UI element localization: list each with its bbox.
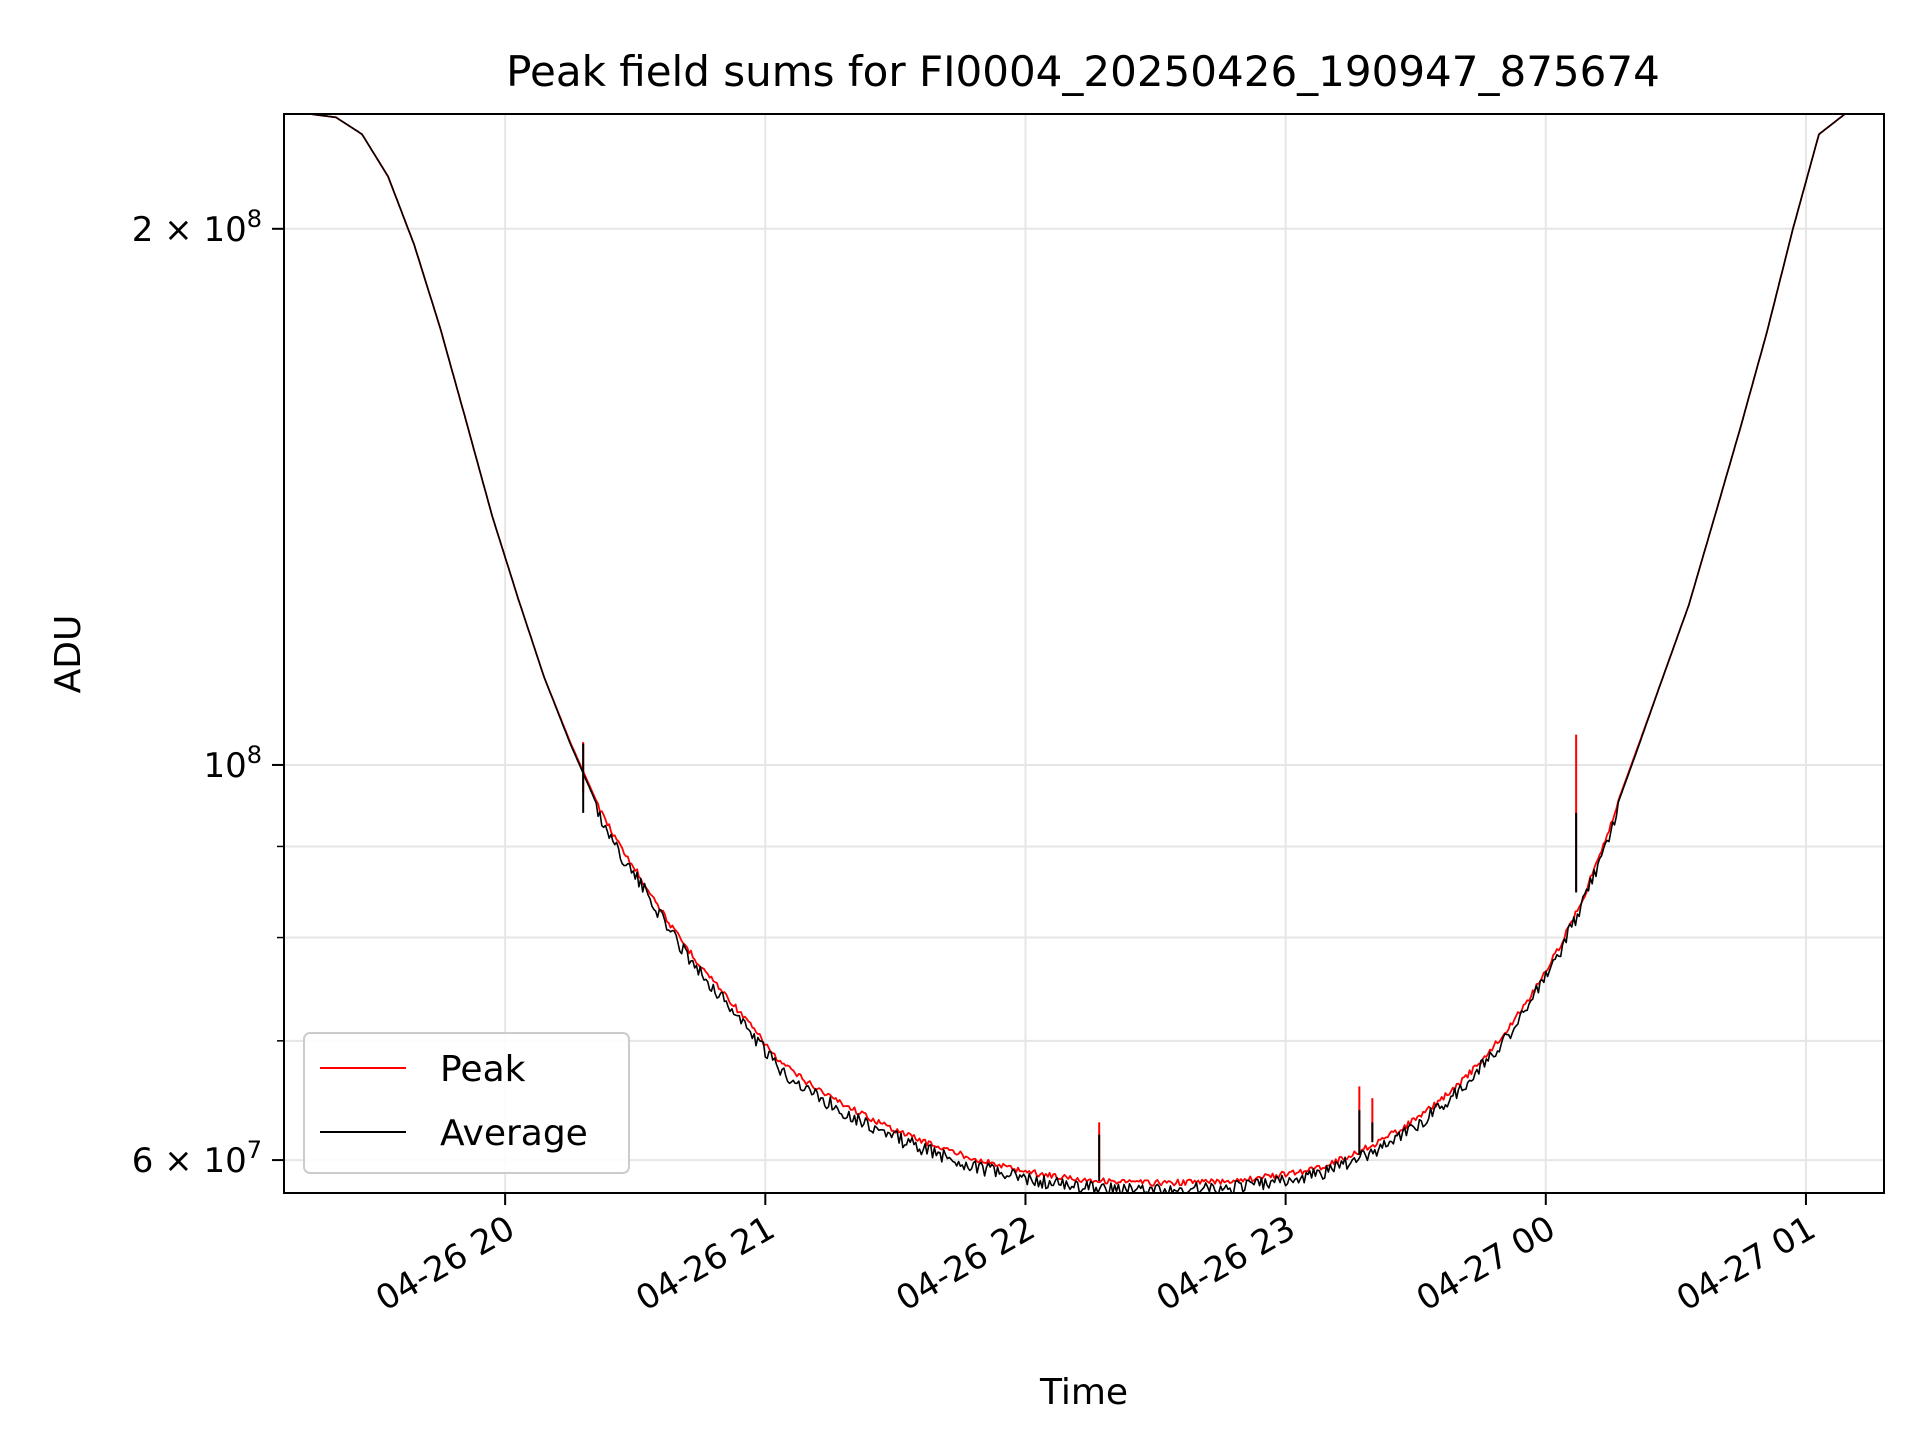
x-axis-label: Time (1039, 1372, 1128, 1413)
series-layer (284, 113, 1871, 1194)
legend-label-average: Average (440, 1113, 588, 1154)
y-axis-label: ADU (48, 615, 89, 694)
legend-label-peak: Peak (440, 1049, 526, 1090)
series-line-average (284, 113, 1871, 1194)
y-tick-label: 6 × 107 (132, 1136, 262, 1181)
plot-frame (283, 113, 1885, 1194)
chart-title: Peak field sums for FI0004_20250426_1909… (506, 47, 1660, 96)
legend: Peak Average (303, 1032, 630, 1174)
y-tick-label: 108 (203, 741, 262, 786)
y-tick-label: 2 × 108 (132, 205, 262, 250)
